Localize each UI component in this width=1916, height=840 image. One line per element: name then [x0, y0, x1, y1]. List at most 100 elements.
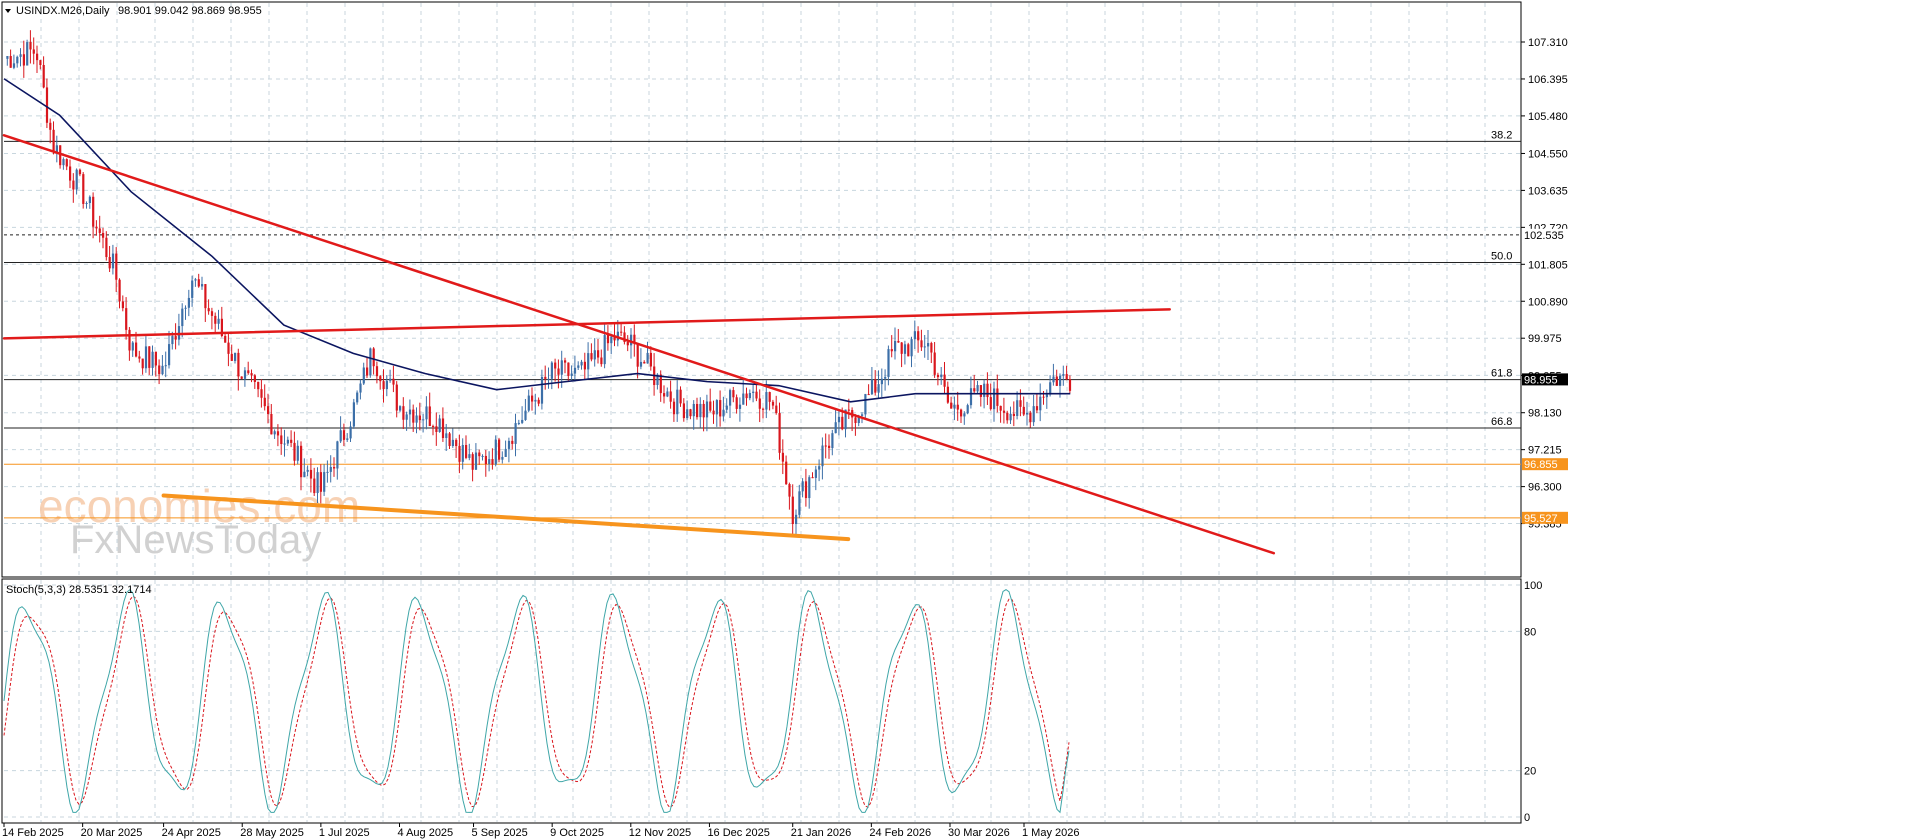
candle-body: [1002, 410, 1006, 413]
candle-body: [247, 370, 250, 374]
candle-body: [260, 389, 263, 398]
candle-body: [884, 376, 887, 379]
price-axis: 107.310106.395105.480104.550103.635102.7…: [1521, 37, 1568, 824]
candle-body: [458, 446, 461, 462]
candle-body: [290, 439, 293, 443]
candle-body: [936, 374, 940, 378]
candle-body: [795, 514, 798, 525]
candle-body: [788, 484, 791, 497]
watermark: economies.com FxNewsToday: [38, 480, 360, 562]
candle-body: [808, 477, 811, 499]
candle-body: [702, 403, 705, 418]
candle-body: [864, 394, 867, 415]
candle-body: [517, 422, 520, 424]
candle-body: [775, 405, 778, 414]
candle-body: [16, 56, 19, 64]
candle-body: [841, 416, 844, 430]
candle-body: [1052, 376, 1055, 383]
candle-body: [339, 430, 342, 442]
x-tick-label: 21 Jan 2026: [791, 827, 852, 839]
candle-body: [415, 415, 418, 423]
grid: [4, 3, 1521, 822]
collapse-triangle-icon[interactable]: [5, 9, 11, 13]
candle-body: [633, 334, 636, 344]
candle-body: [22, 54, 25, 66]
candle-body: [973, 388, 976, 392]
candle-body: [240, 376, 243, 379]
candle-body: [481, 455, 484, 457]
candle-body: [745, 393, 748, 399]
candle-body: [9, 56, 12, 68]
candle-body: [399, 406, 402, 411]
candle-body: [950, 402, 953, 409]
candle-body: [102, 232, 105, 238]
candle-body: [663, 393, 666, 397]
candle-body: [712, 410, 715, 415]
candle-body: [448, 433, 451, 447]
candle-body: [587, 353, 590, 370]
candle-body: [194, 279, 197, 281]
candle-body: [765, 392, 768, 410]
candle-body: [425, 406, 428, 420]
candle-body: [250, 373, 253, 376]
stoch-main-line: [3, 588, 1070, 814]
candle-body: [356, 392, 359, 403]
candle-body: [742, 393, 745, 405]
candle-body: [144, 346, 148, 369]
candle-body: [135, 342, 138, 357]
candle-body: [95, 226, 98, 229]
candle-body: [692, 403, 695, 417]
main-pane[interactable]: [1, 1, 1522, 578]
candle-body: [927, 343, 930, 347]
x-tick-label: 9 Oct 2025: [550, 827, 604, 839]
candle-body: [418, 415, 421, 421]
candle-body: [725, 405, 728, 410]
candle-body: [785, 461, 788, 485]
candle-body: [1032, 406, 1035, 423]
candle-body: [564, 360, 567, 363]
candle-body: [19, 54, 22, 57]
candle-body: [791, 496, 794, 525]
candle-body: [900, 342, 903, 354]
candle-body: [672, 401, 676, 415]
price-tag-label: 96.855: [1524, 459, 1558, 471]
candle-body: [590, 353, 593, 360]
candle-body: [276, 431, 280, 436]
candle-body: [1012, 413, 1015, 417]
candle-body: [583, 361, 586, 370]
candle-body: [880, 378, 883, 385]
candle-body: [92, 196, 95, 227]
y-tick-label: 103.635: [1528, 185, 1568, 197]
candle-body: [36, 53, 39, 61]
candle-body: [98, 228, 101, 233]
candle-body: [461, 444, 464, 462]
y-tick-label: 101.805: [1528, 259, 1568, 271]
candle-body: [151, 351, 154, 368]
candle-body: [349, 426, 352, 439]
candle-body: [201, 284, 204, 287]
candle-body: [1059, 375, 1062, 386]
candle-body: [778, 413, 781, 453]
candle-body: [168, 344, 171, 366]
fib-label-66.8: 66.8: [1491, 416, 1512, 428]
candle-body: [286, 439, 289, 444]
candle-body: [547, 378, 550, 380]
candle-body: [709, 401, 712, 411]
y-tick-label: 98.130: [1528, 408, 1562, 420]
x-tick-label: 24 Apr 2025: [162, 827, 221, 839]
candle-body: [379, 376, 382, 382]
candle-body: [613, 336, 616, 341]
candle-body: [771, 401, 775, 406]
y-tick-label: 107.310: [1528, 37, 1568, 49]
stoch-pane[interactable]: [1, 578, 1522, 824]
candle-body: [639, 361, 643, 367]
candle-body: [907, 344, 910, 357]
candle-body: [679, 389, 682, 404]
candle-body: [659, 374, 662, 394]
ma-line: [3, 78, 1071, 403]
candle-body: [32, 49, 35, 54]
candle-body: [811, 477, 814, 479]
candle-body: [441, 418, 445, 439]
candle-body: [158, 365, 161, 375]
